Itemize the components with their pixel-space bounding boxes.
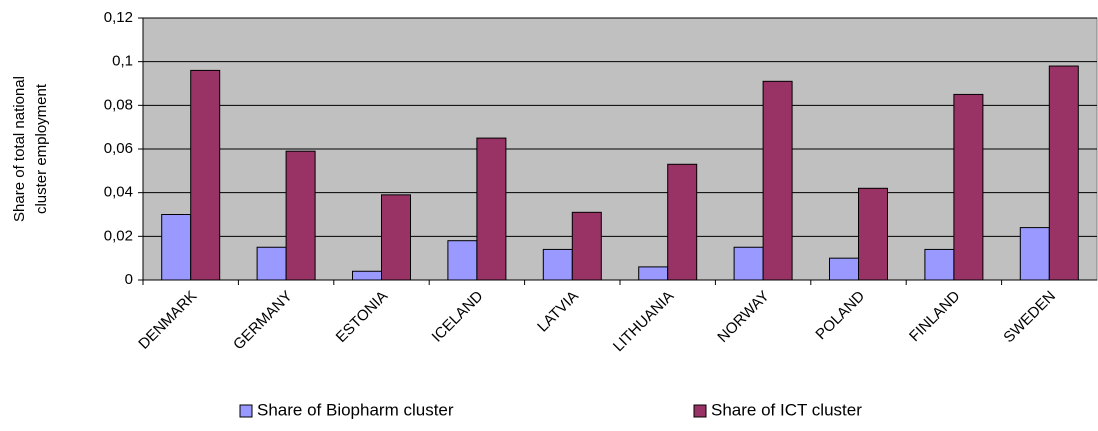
bar bbox=[161, 214, 192, 281]
x-tick-label: LATVIA bbox=[534, 288, 582, 336]
bar bbox=[190, 69, 221, 281]
bar bbox=[571, 211, 602, 281]
bar bbox=[447, 240, 478, 281]
bar bbox=[1019, 227, 1050, 281]
bar bbox=[352, 270, 382, 281]
bar bbox=[285, 150, 316, 281]
y-tick-label: 0,02 bbox=[104, 227, 133, 244]
y-tick-label: 0,1 bbox=[112, 53, 133, 70]
y-axis-label: Share of total national bbox=[11, 76, 28, 222]
bar bbox=[667, 163, 698, 281]
bar bbox=[953, 93, 984, 281]
y-tick-label: 0 bbox=[125, 271, 133, 288]
bar bbox=[762, 80, 793, 281]
bar bbox=[542, 248, 573, 281]
x-tick-label: ESTONIA bbox=[333, 288, 391, 346]
x-tick-label: POLAND bbox=[812, 287, 868, 343]
bar bbox=[733, 246, 764, 281]
x-tick-label: GERMANY bbox=[230, 288, 296, 354]
y-tick-label: 0,08 bbox=[104, 96, 133, 113]
bar bbox=[1048, 65, 1079, 281]
bar bbox=[476, 137, 507, 281]
legend-label: Share of ICT cluster bbox=[711, 400, 862, 419]
bar bbox=[829, 257, 859, 281]
y-tick-label: 0,04 bbox=[104, 184, 133, 201]
x-tick-label: NORWAY bbox=[714, 288, 772, 346]
x-tick-label: FINLAND bbox=[906, 288, 964, 346]
x-tick-label: LITHUANIA bbox=[610, 288, 677, 355]
bar bbox=[924, 248, 955, 281]
x-tick-label: SWEDEN bbox=[1000, 288, 1059, 347]
bar bbox=[256, 246, 287, 281]
y-tick-label: 0,06 bbox=[104, 140, 133, 157]
legend-label: Share of Biopharm cluster bbox=[257, 400, 454, 419]
bar bbox=[638, 266, 669, 281]
legend-swatch bbox=[693, 404, 707, 418]
x-tick-label: DENMARK bbox=[135, 288, 200, 353]
bar bbox=[381, 194, 411, 281]
x-tick-label: ICELAND bbox=[429, 288, 487, 346]
y-axis-label: cluster employment bbox=[33, 83, 50, 214]
legend-swatch bbox=[239, 404, 253, 418]
y-tick-label: 0,12 bbox=[104, 9, 133, 26]
bar bbox=[858, 187, 888, 281]
